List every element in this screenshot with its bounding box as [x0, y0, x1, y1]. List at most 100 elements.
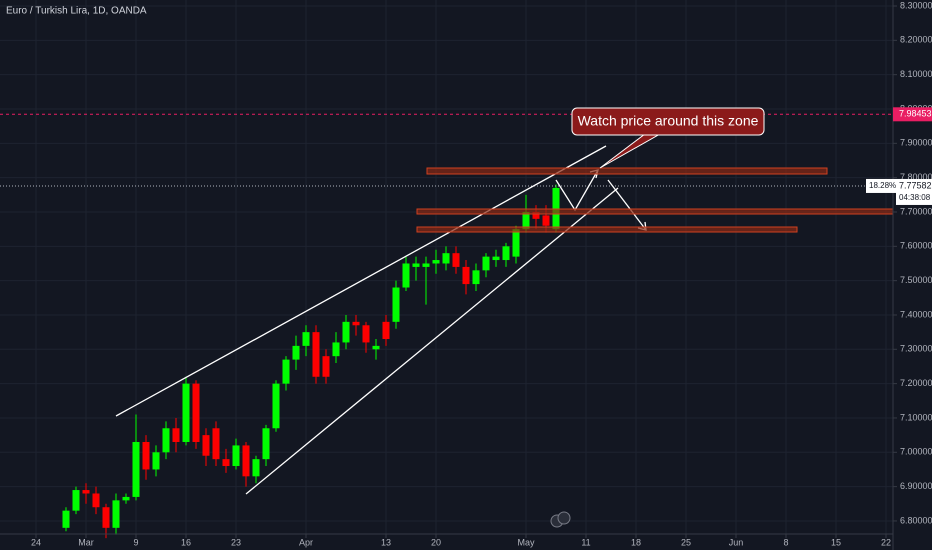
change-label: 18.28%	[869, 181, 896, 190]
candle-body	[162, 428, 170, 453]
x-tick-label: 18	[631, 537, 641, 547]
candle-body	[132, 441, 140, 497]
candle-body	[382, 321, 390, 340]
candle-body	[492, 256, 500, 261]
x-tick-label: 22	[881, 537, 891, 547]
y-tick-label: 7.90000	[900, 138, 932, 148]
x-tick-label: 24	[31, 537, 41, 547]
y-tick-label: 8.30000	[900, 0, 932, 10]
candle-body	[302, 332, 310, 346]
callout-box	[571, 107, 765, 136]
candle-body	[472, 270, 480, 285]
candle-body	[152, 452, 160, 470]
candle-body	[532, 211, 540, 219]
x-tick-label: May	[517, 537, 535, 547]
callout-text: Watch price around this zone	[578, 113, 759, 129]
candle-body	[252, 459, 260, 477]
candle-body	[502, 246, 510, 261]
candle-body	[372, 345, 380, 350]
candle-body	[82, 490, 90, 494]
y-tick-label: 7.40000	[900, 309, 932, 319]
candle-body	[172, 428, 180, 442]
y-tick-label: 7.70000	[900, 206, 932, 216]
change-box	[866, 178, 896, 193]
candle-body	[232, 445, 240, 467]
last-price-box	[896, 178, 932, 205]
y-tick-label: 7.80000	[900, 172, 932, 182]
candle-body	[452, 253, 460, 267]
candle-body	[482, 256, 490, 271]
candle-body	[342, 321, 350, 343]
x-tick-label: 25	[681, 537, 691, 547]
candle-body	[522, 211, 530, 230]
candle-body	[352, 321, 360, 326]
candle-body	[62, 510, 70, 528]
y-tick-label: 6.90000	[900, 481, 932, 491]
y-tick-label: 6.80000	[900, 515, 932, 525]
candle-body	[192, 383, 200, 442]
zone	[426, 167, 828, 175]
candle-body	[72, 490, 80, 511]
drawings	[115, 145, 647, 495]
candle-body	[242, 445, 250, 477]
badge	[557, 511, 571, 525]
candle-body	[262, 428, 270, 460]
candle-body	[462, 266, 470, 285]
zone	[416, 226, 798, 233]
x-tick-label: 11	[581, 537, 590, 547]
badges	[550, 511, 571, 528]
axes: 8.300008.200008.100008.000007.900007.800…	[31, 0, 932, 547]
lower-trendline	[245, 187, 619, 495]
countdown-label: 04:38:08	[899, 193, 931, 202]
arrow-path	[607, 179, 647, 231]
y-tick-label: 7.10000	[900, 412, 932, 422]
candle-body	[182, 383, 190, 442]
x-tick-label: 20	[431, 537, 441, 547]
candle-body	[122, 496, 130, 501]
callout: Watch price around this zone	[571, 107, 765, 169]
y-tick-label: 7.50000	[900, 275, 932, 285]
candle-body	[512, 229, 520, 257]
x-tick-label: 13	[381, 537, 391, 547]
y-tick-label: 7.60000	[900, 241, 932, 251]
candle-body	[402, 263, 410, 288]
candle-body	[112, 500, 120, 528]
alert-price-label: 7.98453	[899, 109, 932, 119]
x-tick-label: 16	[181, 537, 191, 547]
candle-body	[212, 428, 220, 460]
alert-price-box	[893, 107, 932, 122]
upper-trendline	[115, 145, 607, 417]
y-tick-label: 8.20000	[900, 35, 932, 45]
chart-title: Euro / Turkish Lira, 1D, OANDA	[6, 6, 147, 17]
candle-body	[292, 345, 300, 360]
zone	[416, 208, 894, 215]
candle-body	[272, 383, 280, 429]
candle-body	[92, 493, 100, 508]
candle-body	[422, 263, 430, 267]
y-tick-label: 7.30000	[900, 344, 932, 354]
candle-body	[432, 260, 440, 264]
candle-body	[202, 435, 210, 456]
x-tick-label: 8	[783, 537, 788, 547]
candle-body	[542, 215, 550, 226]
y-tick-label: 7.00000	[900, 447, 932, 457]
candle-body	[412, 263, 420, 267]
last-price-label: 7.77582	[899, 180, 932, 190]
x-tick-label: 15	[831, 537, 841, 547]
candle-body	[322, 356, 330, 377]
y-tick-label: 7.20000	[900, 378, 932, 388]
candle-body	[362, 325, 370, 343]
candle-body	[392, 287, 400, 322]
x-tick-label: 9	[133, 537, 138, 547]
candle-body	[142, 441, 150, 470]
x-tick-label: Apr	[299, 537, 313, 547]
candle-body	[222, 459, 230, 467]
x-tick-label: Jun	[729, 537, 744, 547]
x-tick-label: Mar	[78, 537, 94, 547]
candle-body	[102, 507, 110, 528]
candle-body	[282, 359, 290, 384]
candle-body	[442, 253, 450, 264]
candle-body	[332, 342, 340, 357]
